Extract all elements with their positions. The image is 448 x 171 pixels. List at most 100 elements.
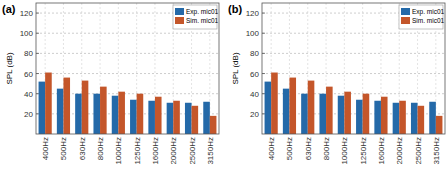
bar — [63, 78, 70, 134]
bar — [289, 78, 296, 134]
tick-label: 800Hz — [322, 137, 331, 160]
tick-mark — [262, 93, 265, 94]
bar — [100, 87, 107, 134]
tick-label: 2000Hz — [169, 137, 178, 165]
legend-label: Exp. mic01 — [412, 8, 445, 16]
bar — [57, 89, 64, 134]
bar — [192, 106, 199, 134]
tick-label: 500Hz — [59, 137, 68, 160]
bar — [210, 116, 217, 134]
legend: Exp. mic01Sim. mic01 — [173, 5, 219, 29]
tick-label: 1000Hz — [114, 137, 123, 165]
bar — [112, 96, 119, 134]
bar — [167, 103, 174, 134]
bar — [137, 94, 144, 134]
tick-mark — [36, 33, 39, 34]
bar — [436, 116, 443, 134]
bar — [399, 101, 406, 134]
legend-swatch — [175, 8, 184, 15]
tick-label: 20 — [24, 110, 33, 119]
tick-label: 60 — [250, 70, 259, 79]
tick-label: 1600Hz — [377, 137, 386, 165]
bar — [39, 82, 46, 134]
axis-label: SPL (dB) — [5, 52, 14, 84]
bar — [308, 81, 315, 134]
bar — [363, 94, 370, 134]
bar — [148, 101, 155, 134]
legend-label: Sim. mic01 — [186, 17, 219, 24]
bar — [393, 103, 400, 134]
panel: (a)SPL (dB)20406080100120400Hz500Hz630Hz… — [2, 3, 219, 165]
tick-label: 400Hz — [41, 137, 50, 160]
legend-swatch — [401, 8, 410, 15]
bar — [283, 89, 290, 134]
tick-label: 1000Hz — [340, 137, 349, 165]
tick-label: 1250Hz — [133, 137, 142, 165]
legend-swatch — [175, 17, 184, 24]
plot-area — [262, 3, 445, 134]
axis-label: SPL (dB) — [231, 52, 240, 84]
tick-label: 2500Hz — [188, 137, 197, 165]
tick-label: 2000Hz — [395, 137, 404, 165]
bar — [82, 81, 89, 134]
grid-line — [262, 53, 445, 54]
bar — [75, 94, 82, 134]
bar — [338, 96, 345, 134]
bar — [319, 94, 326, 134]
bars — [39, 73, 217, 134]
tick-mark — [262, 33, 265, 34]
bar — [381, 97, 388, 134]
tick-mark — [262, 73, 265, 74]
tick-label: 80 — [250, 49, 259, 58]
legend-swatch — [401, 17, 410, 24]
tick-label: 120 — [20, 9, 34, 18]
tick-label: 500Hz — [285, 137, 294, 160]
bar — [173, 101, 180, 134]
bar — [344, 92, 351, 134]
legend-label: Exp. mic01 — [186, 8, 219, 16]
tick-label: 1250Hz — [359, 137, 368, 165]
plot-frame — [36, 3, 219, 134]
tick-label: 400Hz — [267, 137, 276, 160]
bar — [429, 102, 436, 134]
bar — [374, 101, 381, 134]
tick-label: 630Hz — [304, 137, 313, 160]
tick-mark — [36, 93, 39, 94]
grid-line — [36, 53, 219, 54]
bar — [326, 87, 333, 134]
tick-label: 3150Hz — [206, 137, 215, 165]
tick-label: 60 — [24, 70, 33, 79]
tick-mark — [36, 53, 39, 54]
tick-label: 100 — [246, 29, 260, 38]
panel-label: (b) — [228, 3, 242, 15]
bar — [130, 100, 137, 134]
legend-label: Sim. mic01 — [412, 17, 445, 24]
tick-mark — [36, 113, 39, 114]
tick-label: 120 — [246, 9, 260, 18]
tick-label: 3150Hz — [432, 137, 441, 165]
bar — [45, 73, 52, 134]
bar — [271, 73, 278, 134]
plot-frame — [262, 3, 445, 134]
tick-mark — [36, 13, 39, 14]
bar — [356, 100, 363, 134]
tick-label: 100 — [20, 29, 34, 38]
bar — [185, 103, 192, 134]
panel-label: (a) — [2, 3, 16, 15]
tick-mark — [36, 73, 39, 74]
panel: (b)SPL (dB)20406080100120400Hz500Hz630Hz… — [228, 3, 445, 165]
bar — [411, 103, 418, 134]
grid-line — [36, 73, 219, 74]
bar — [265, 82, 272, 134]
bar — [155, 97, 162, 134]
legend: Exp. mic01Sim. mic01 — [399, 5, 445, 29]
tick-label: 2500Hz — [414, 137, 423, 165]
bars — [265, 73, 443, 134]
tick-label: 630Hz — [78, 137, 87, 160]
tick-label: 80 — [24, 49, 33, 58]
tick-mark — [262, 113, 265, 114]
plot-area — [36, 3, 219, 134]
figure: (a)SPL (dB)20406080100120400Hz500Hz630Hz… — [0, 0, 448, 171]
tick-label: 800Hz — [96, 137, 105, 160]
grid-line — [262, 73, 445, 74]
